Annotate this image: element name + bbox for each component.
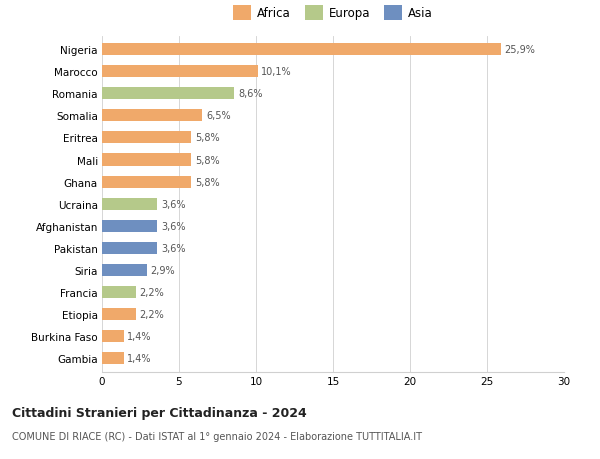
Text: 5,8%: 5,8% — [195, 133, 220, 143]
Legend: Africa, Europa, Asia: Africa, Europa, Asia — [230, 3, 436, 24]
Text: 3,6%: 3,6% — [161, 243, 186, 253]
Bar — [102, 132, 191, 144]
Bar — [102, 353, 124, 364]
Bar — [102, 220, 157, 232]
Bar — [102, 176, 191, 188]
Text: 2,2%: 2,2% — [140, 287, 164, 297]
Text: 5,8%: 5,8% — [195, 155, 220, 165]
Text: 25,9%: 25,9% — [505, 45, 536, 55]
Bar — [102, 264, 146, 276]
Bar — [102, 330, 124, 342]
Bar — [102, 286, 136, 298]
Bar — [102, 88, 235, 100]
Text: 6,5%: 6,5% — [206, 111, 230, 121]
Text: 8,6%: 8,6% — [238, 89, 263, 99]
Bar — [102, 66, 257, 78]
Text: COMUNE DI RIACE (RC) - Dati ISTAT al 1° gennaio 2024 - Elaborazione TUTTITALIA.I: COMUNE DI RIACE (RC) - Dati ISTAT al 1° … — [12, 431, 422, 442]
Text: 2,2%: 2,2% — [140, 309, 164, 319]
Bar — [102, 154, 191, 166]
Bar — [102, 110, 202, 122]
Text: 3,6%: 3,6% — [161, 199, 186, 209]
Bar — [102, 242, 157, 254]
Bar — [102, 198, 157, 210]
Text: 2,9%: 2,9% — [151, 265, 175, 275]
Text: 1,4%: 1,4% — [127, 331, 152, 341]
Text: 10,1%: 10,1% — [262, 67, 292, 77]
Text: 3,6%: 3,6% — [161, 221, 186, 231]
Text: 5,8%: 5,8% — [195, 177, 220, 187]
Bar — [102, 44, 501, 56]
Bar — [102, 308, 136, 320]
Text: Cittadini Stranieri per Cittadinanza - 2024: Cittadini Stranieri per Cittadinanza - 2… — [12, 406, 307, 419]
Text: 1,4%: 1,4% — [127, 353, 152, 364]
